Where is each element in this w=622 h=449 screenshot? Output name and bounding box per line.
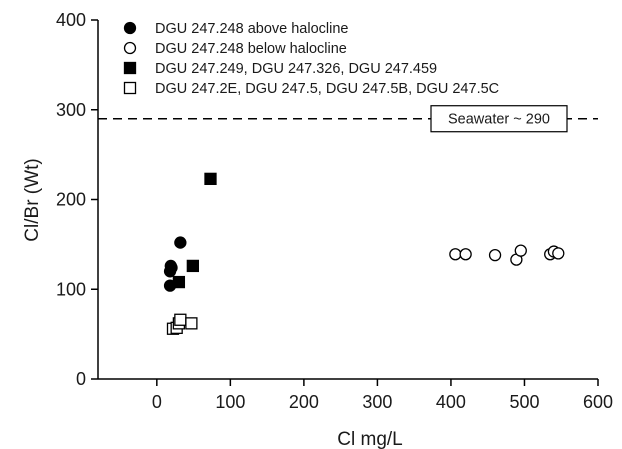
y-tick-label: 200	[56, 190, 86, 210]
open-circle-data-point	[459, 248, 472, 261]
seawater-annotation: Seawater ~ 290	[448, 112, 550, 128]
plot-area: 0 100 200 300 400 0 100 200 300 400 500 600 Seawater…	[56, 10, 613, 412]
open-circle-data-point	[488, 248, 502, 262]
open-square-data-point	[174, 313, 187, 326]
filled-square-data-point	[172, 275, 186, 289]
y-tick-label: 400	[56, 10, 86, 30]
legend-open-circle-marker	[123, 41, 137, 55]
legend-open-square-marker	[123, 81, 137, 95]
x-axis-label: Cl mg/L	[337, 429, 402, 449]
legend-entry-label: DGU 247.248 below halocline	[155, 41, 347, 57]
y-tick-label: 100	[56, 279, 86, 299]
legend-filled-circle-marker	[123, 21, 137, 35]
x-tick-label: 0	[152, 392, 162, 412]
seawater-annotation-box	[430, 105, 568, 133]
legend-entry-label: DGU 247.249, DGU 247.326, DGU 247.459	[155, 61, 437, 77]
filled-circle-data-point	[165, 261, 178, 274]
data-points	[163, 172, 565, 335]
legend-entry-label: DGU 247.248 above halocline	[155, 21, 348, 37]
open-circle-data-point	[449, 248, 462, 261]
filled-circle-data-point	[174, 236, 187, 249]
open-circle-data-point	[552, 247, 565, 260]
y-tick-label: 0	[76, 369, 86, 389]
x-tick-label: 500	[509, 392, 539, 412]
filled-square-data-point	[204, 172, 217, 186]
x-tick-label: 100	[215, 392, 245, 412]
x-tick-label: 600	[583, 392, 613, 412]
x-tick-label: 400	[436, 392, 466, 412]
open-circle-data-point	[514, 244, 527, 257]
legend-entry-label: DGU 247.2E, DGU 247.5, DGU 247.5B, DGU 2…	[155, 81, 499, 97]
x-tick-label: 200	[289, 392, 319, 412]
legend-filled-square-marker	[123, 61, 137, 75]
y-axis-label: Cl/Br (Wt)	[22, 158, 43, 241]
open-square-data-point	[185, 317, 198, 330]
legend: DGU 247.248 above halocline DGU 247.248 b…	[123, 21, 499, 97]
y-tick-label: 300	[56, 100, 86, 120]
x-tick-label: 300	[362, 392, 392, 412]
filled-square-data-point	[186, 259, 200, 273]
